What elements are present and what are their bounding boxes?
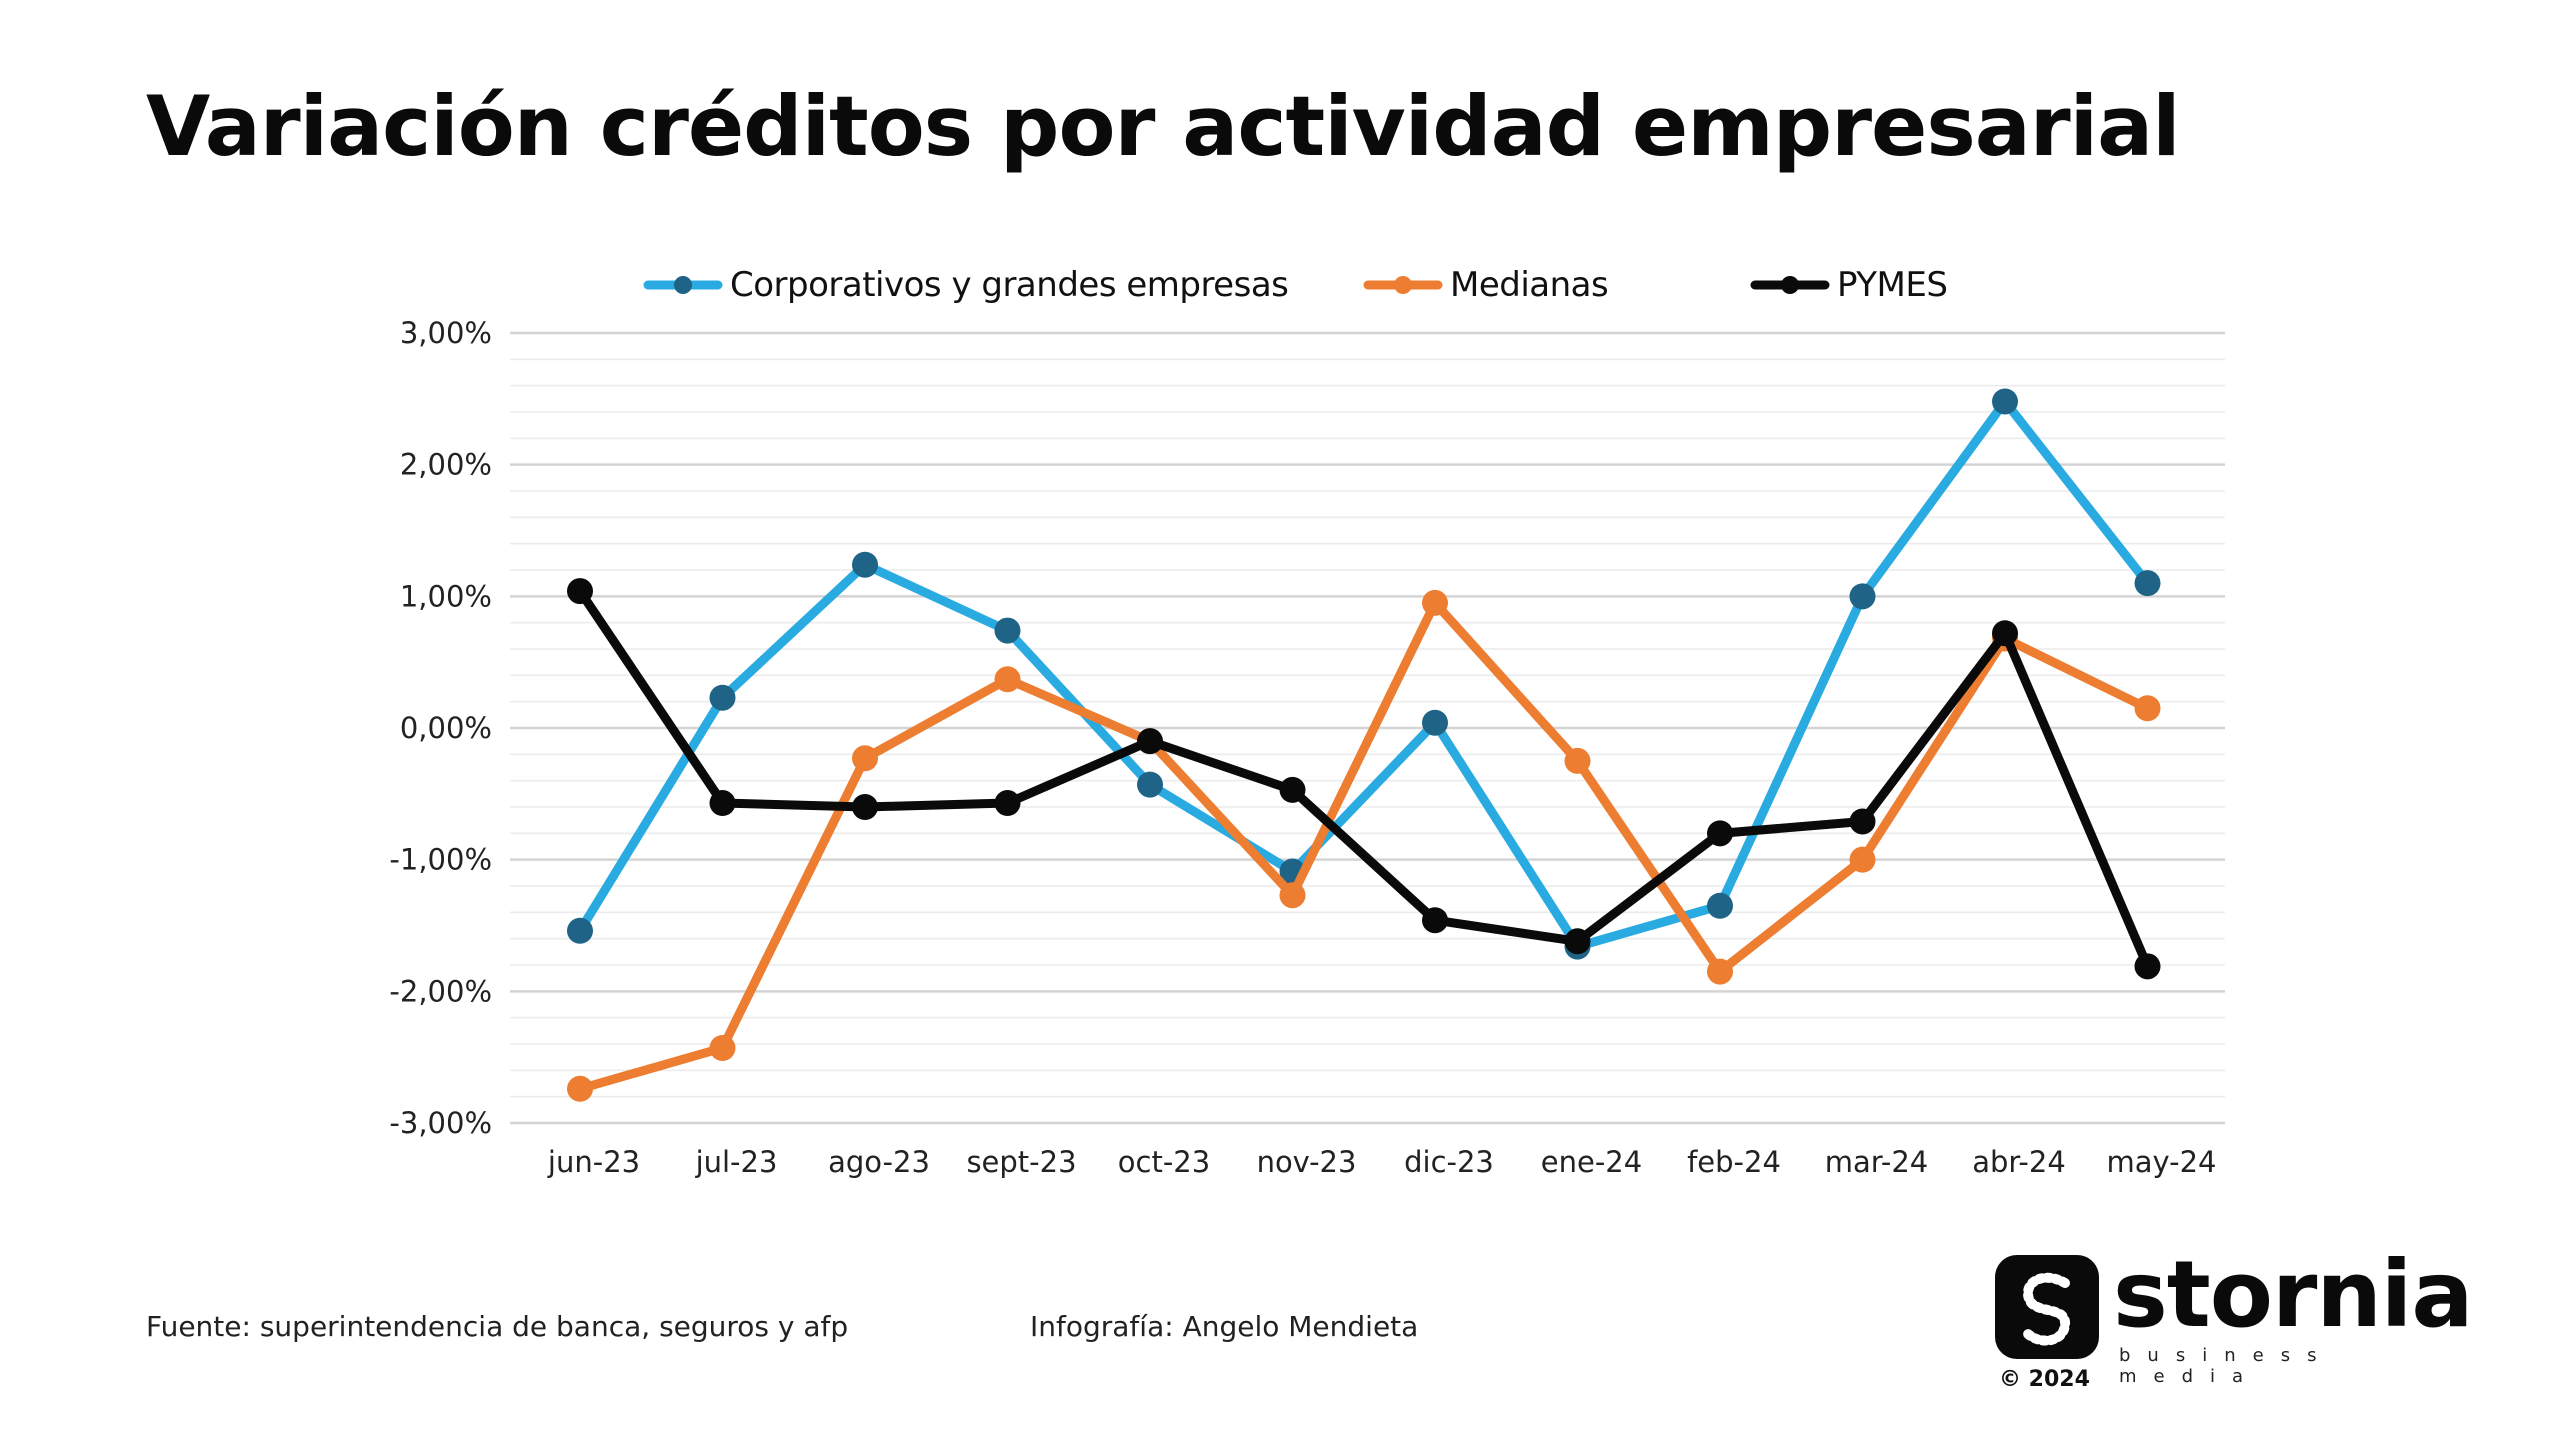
chart-title: Variación créditos por actividad empresa… bbox=[146, 78, 2181, 175]
x-tick-label: sept-23 bbox=[966, 1145, 1076, 1179]
legend-label: PYMES bbox=[1837, 265, 1947, 305]
data-point bbox=[994, 617, 1021, 644]
x-tick-label: feb-24 bbox=[1687, 1145, 1781, 1179]
y-tick-label: -1,00% bbox=[389, 843, 492, 877]
logo-copyright: © 2024 bbox=[1999, 1367, 2090, 1392]
data-point bbox=[1137, 728, 1163, 755]
logo-wordmark: stornia bbox=[2113, 1241, 2473, 1348]
series-line bbox=[575, 396, 2152, 952]
y-tick-label: 0,00% bbox=[400, 711, 492, 745]
series-lines bbox=[567, 388, 2161, 1102]
data-point bbox=[1137, 771, 1163, 798]
y-tick-label: 1,00% bbox=[400, 579, 492, 613]
chart-gridlines bbox=[510, 331, 2225, 1125]
data-point bbox=[1992, 388, 2018, 415]
x-tick-label: jun-23 bbox=[547, 1145, 640, 1179]
y-axis-labels: 3,00% 2,00% 1,00% 0,00% -1,00% -2,00% -3,00% bbox=[389, 316, 492, 1140]
data-point bbox=[1422, 589, 1448, 616]
data-point bbox=[1564, 747, 1591, 774]
credit-note: Infografía: Angelo Mendieta bbox=[1030, 1310, 1419, 1343]
legend-swatch-marker bbox=[674, 276, 692, 294]
data-point bbox=[1422, 709, 1448, 736]
data-point bbox=[994, 666, 1021, 693]
data-point bbox=[709, 1034, 736, 1061]
data-point bbox=[1707, 892, 1733, 919]
data-point bbox=[1707, 958, 1733, 985]
x-tick-label: ene-24 bbox=[1541, 1145, 1642, 1179]
legend-label: Corporativos y grandes empresas bbox=[730, 265, 1288, 305]
y-tick-label: 3,00% bbox=[400, 316, 492, 350]
data-point bbox=[1707, 820, 1733, 847]
data-point bbox=[1564, 928, 1591, 955]
data-point bbox=[2134, 953, 2161, 980]
data-point bbox=[567, 578, 593, 605]
data-point bbox=[709, 790, 736, 817]
legend-swatch-marker bbox=[1394, 276, 1412, 294]
x-axis-labels: jun-23 jul-23 ago-23 sept-23 oct-23 nov-23 dic… bbox=[547, 1145, 2217, 1179]
logo-mark-icon bbox=[1995, 1255, 2099, 1359]
x-tick-label: oct-23 bbox=[1118, 1145, 1210, 1179]
x-tick-label: ago-23 bbox=[828, 1145, 930, 1179]
brand-logo: stornia business media © 2024 bbox=[1995, 1241, 2473, 1400]
data-point bbox=[2134, 570, 2161, 597]
x-tick-label: dic-23 bbox=[1404, 1145, 1494, 1179]
y-tick-label: -3,00% bbox=[389, 1106, 492, 1140]
data-point bbox=[1992, 620, 2018, 647]
data-point bbox=[1849, 583, 1876, 610]
logo-tagline: business media bbox=[2119, 1345, 2334, 1387]
x-tick-label: mar-24 bbox=[1825, 1145, 1928, 1179]
data-point bbox=[567, 1075, 593, 1102]
data-point bbox=[994, 790, 1021, 817]
x-tick-label: nov-23 bbox=[1257, 1145, 1357, 1179]
data-point bbox=[1422, 907, 1448, 934]
chart-legend: Corporativos y grandes empresas Medianas P… bbox=[643, 265, 1948, 305]
data-point bbox=[1849, 808, 1876, 835]
data-point bbox=[2134, 695, 2161, 722]
data-point bbox=[567, 917, 593, 944]
data-point bbox=[1849, 846, 1876, 873]
data-point bbox=[852, 745, 878, 772]
legend-label: Medianas bbox=[1450, 265, 1608, 305]
data-point bbox=[1279, 882, 1306, 909]
source-note: Fuente: superintendencia de banca, segur… bbox=[146, 1310, 849, 1343]
y-tick-label: 2,00% bbox=[400, 448, 492, 482]
data-point bbox=[852, 551, 878, 578]
x-tick-label: abr-24 bbox=[1972, 1145, 2066, 1179]
data-point bbox=[852, 794, 878, 820]
data-point bbox=[709, 684, 736, 711]
legend-swatch-marker bbox=[1781, 276, 1799, 294]
data-point bbox=[1279, 776, 1306, 803]
series-line bbox=[575, 586, 2152, 971]
x-tick-label: jul-23 bbox=[695, 1145, 778, 1179]
x-tick-label: may-24 bbox=[2106, 1145, 2216, 1179]
y-tick-label: -2,00% bbox=[389, 974, 492, 1008]
